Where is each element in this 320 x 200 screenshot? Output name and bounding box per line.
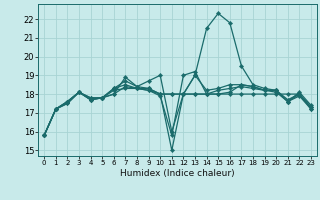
X-axis label: Humidex (Indice chaleur): Humidex (Indice chaleur) (120, 169, 235, 178)
